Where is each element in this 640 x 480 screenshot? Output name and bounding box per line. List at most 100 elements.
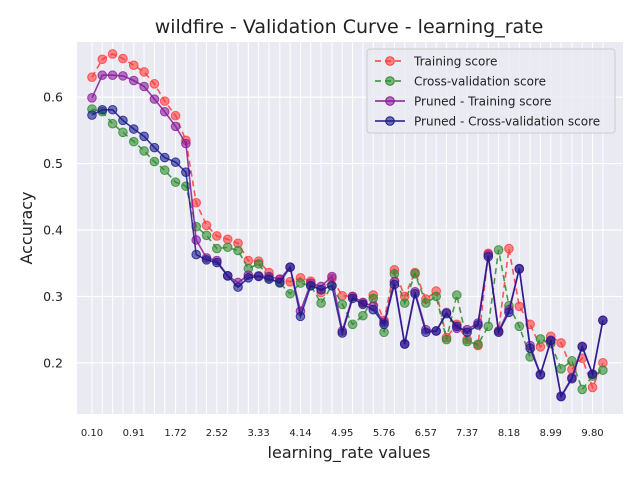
data-point	[201, 230, 212, 241]
series-line	[91, 53, 604, 390]
data-point	[493, 245, 504, 255]
data-point	[181, 138, 191, 149]
data-point	[462, 336, 472, 347]
data-point	[275, 277, 285, 288]
data-point	[327, 271, 337, 282]
data-point	[452, 321, 462, 332]
data-point	[170, 110, 181, 121]
data-point	[347, 319, 358, 330]
data-point	[139, 67, 149, 77]
chart-title: wildfire - Validation Curve - learning_r…	[155, 16, 544, 38]
data-point	[598, 365, 608, 375]
data-point	[191, 249, 202, 260]
data-point	[97, 70, 108, 81]
data-point	[118, 71, 128, 81]
series-layer	[87, 49, 608, 402]
legend-label: Pruned - Cross-validation score	[414, 115, 600, 129]
data-point	[87, 72, 97, 83]
data-point	[212, 231, 222, 241]
data-point	[389, 279, 400, 290]
legend-marker	[385, 116, 395, 126]
data-point	[285, 288, 295, 299]
data-point	[567, 356, 577, 366]
data-point	[128, 60, 139, 71]
data-point	[410, 288, 420, 299]
data-point	[87, 110, 97, 120]
data-point	[285, 262, 295, 272]
data-point	[159, 152, 170, 163]
data-point	[473, 320, 483, 330]
data-point	[305, 280, 316, 291]
data-point	[212, 257, 222, 268]
legend-label: Training score	[413, 55, 497, 69]
data-point	[233, 245, 243, 256]
data-point	[170, 177, 181, 187]
y-tick-labels: 0.2 0.3 0.4 0.5 0.6	[43, 90, 63, 371]
data-point	[587, 382, 598, 393]
data-point	[139, 81, 149, 92]
data-point	[159, 96, 170, 106]
data-point	[149, 79, 160, 89]
data-point	[483, 251, 494, 262]
data-point	[295, 278, 306, 288]
data-point	[399, 339, 410, 350]
x-tick-label: 8.99	[540, 428, 562, 439]
series-2	[87, 104, 608, 395]
data-point	[149, 94, 160, 104]
legend-entry: Pruned - Cross-validation score	[375, 115, 600, 129]
data-point	[159, 106, 170, 117]
data-point	[139, 146, 149, 156]
data-point	[441, 308, 452, 319]
data-point	[483, 321, 494, 332]
data-point	[431, 326, 441, 336]
data-point	[421, 327, 431, 338]
data-point	[493, 327, 504, 338]
legend-entry: Cross-validation score	[375, 75, 546, 89]
data-point	[107, 118, 118, 129]
data-point	[410, 269, 420, 279]
data-point	[264, 274, 274, 284]
data-point	[327, 280, 337, 291]
data-point	[118, 53, 128, 64]
legend-label: Cross-validation score	[414, 75, 546, 89]
x-tick-label: 3.33	[248, 428, 270, 439]
data-point	[149, 142, 160, 153]
legend-entry: Pruned - Training score	[375, 95, 552, 109]
x-tick-label: 4.95	[331, 428, 353, 439]
legend-marker	[385, 56, 395, 66]
data-point	[118, 115, 128, 126]
x-tick-label: 7.37	[456, 428, 478, 439]
data-point	[587, 369, 598, 379]
data-point	[337, 299, 348, 310]
data-point	[462, 327, 472, 338]
x-tick-label: 0.10	[81, 428, 103, 439]
data-point	[128, 75, 139, 86]
data-point	[107, 70, 118, 81]
data-point	[556, 338, 566, 348]
data-point	[514, 301, 525, 312]
data-point	[598, 315, 608, 326]
data-point	[504, 307, 514, 318]
data-point	[431, 291, 441, 302]
data-point	[201, 255, 212, 265]
x-tick-labels: 0.10 0.91 1.72 2.52 3.33 4.14 4.95 5.76 6.57 7.37…	[81, 428, 604, 439]
data-point	[389, 269, 400, 279]
data-point	[87, 93, 97, 103]
legend: Training score Cross-validation score Prun…	[366, 48, 616, 134]
y-tick-label: 0.6	[43, 90, 63, 105]
data-point	[514, 263, 525, 274]
data-point	[316, 284, 326, 295]
data-point	[358, 299, 368, 310]
x-tick-label: 9.80	[581, 428, 603, 439]
data-point	[128, 136, 139, 147]
y-axis-label: Accuracy	[17, 191, 36, 264]
data-point	[441, 334, 452, 345]
x-tick-label: 8.18	[498, 428, 520, 439]
data-point	[97, 104, 108, 115]
y-tick-label: 0.2	[43, 355, 63, 370]
data-point	[316, 298, 326, 308]
data-point	[337, 328, 348, 338]
legend-box	[366, 48, 616, 134]
data-point	[253, 259, 264, 269]
